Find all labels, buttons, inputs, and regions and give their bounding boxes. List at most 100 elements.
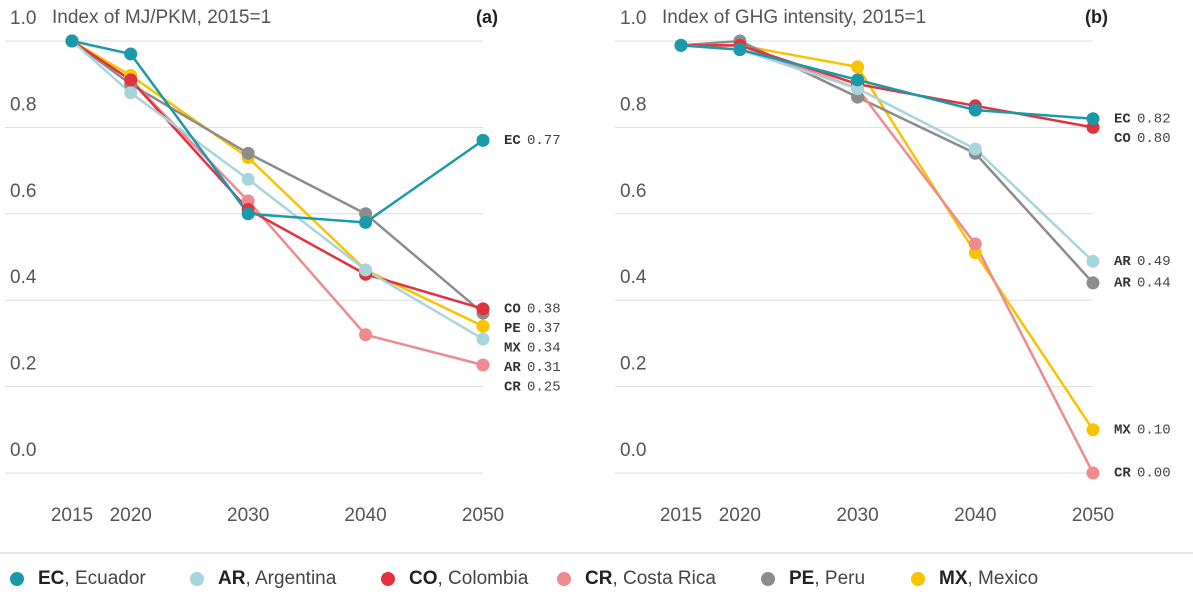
y-tick-label: 0.2 (10, 354, 36, 375)
end-label-value: 0.44 (1137, 276, 1171, 292)
end-label-code: MX (504, 341, 521, 357)
legend-name: , Ecuador (64, 568, 146, 589)
panel-label: (a) (476, 7, 498, 27)
legend-code: AR (218, 568, 246, 589)
end-label-value: 0.80 (1137, 131, 1171, 147)
series-line (680, 44, 1094, 263)
x-tick-label: 2015 (660, 505, 702, 526)
end-label-code: EC (1114, 111, 1131, 127)
legend-name: , Colombia (438, 568, 529, 589)
x-tick-label: 2040 (954, 505, 996, 526)
data-point (476, 133, 490, 147)
legend-name: , Peru (814, 568, 865, 589)
data-point (124, 47, 138, 61)
legend-name: , Mexico (968, 568, 1039, 589)
end-label-code: CR (504, 380, 521, 396)
data-point (476, 332, 490, 346)
legend-marker (761, 572, 775, 586)
data-point (851, 73, 865, 87)
data-point (241, 146, 255, 160)
legend-code: MX (939, 568, 968, 589)
legend-code: PE (789, 568, 814, 589)
end-label-value: 0.37 (527, 321, 561, 337)
data-point (1086, 112, 1100, 126)
y-tick-label: 1.0 (10, 8, 36, 29)
data-point (1086, 276, 1100, 290)
series-line (681, 44, 1095, 474)
data-point (968, 237, 982, 251)
end-label-value: 0.31 (527, 360, 561, 376)
x-tick-label: 2030 (836, 505, 878, 526)
legend-code: CR (585, 568, 613, 589)
y-tick-label: 0.6 (10, 181, 36, 202)
y-tick-label: 0.0 (10, 440, 36, 461)
series-line (680, 39, 1094, 284)
x-tick-label: 2015 (51, 505, 93, 526)
end-label-value: 0.77 (527, 133, 561, 149)
x-tick-label: 2050 (1072, 505, 1114, 526)
data-point (241, 207, 255, 221)
data-point (124, 86, 138, 100)
y-tick-label: 0.4 (10, 267, 37, 288)
end-label-code: CO (504, 302, 521, 318)
end-label-value: 0.25 (527, 380, 561, 396)
data-point (674, 38, 688, 52)
series-line (71, 39, 484, 224)
data-point (476, 358, 490, 372)
data-point (851, 60, 865, 74)
data-point (476, 319, 490, 333)
data-point (968, 142, 982, 156)
legend-marker (10, 572, 24, 586)
x-tick-label: 2030 (227, 505, 269, 526)
end-label-code: CR (1114, 466, 1131, 482)
end-label-code: EC (504, 133, 521, 149)
y-tick-label: 0.2 (620, 354, 646, 375)
legend-name: , Costa Rica (612, 568, 716, 589)
end-label-value: 0.10 (1137, 423, 1171, 439)
legend-marker (557, 572, 571, 586)
data-point (359, 328, 373, 342)
legend-marker (381, 572, 395, 586)
chart-title: Index of GHG intensity, 2015=1 (662, 7, 926, 28)
end-label-value: 0.38 (527, 302, 561, 318)
x-tick-label: 2040 (344, 505, 386, 526)
data-point (476, 302, 490, 316)
end-label-code: PE (504, 321, 521, 337)
end-label-value: 0.49 (1137, 254, 1171, 270)
data-point (733, 43, 747, 57)
data-point (359, 263, 373, 277)
legend-marker (911, 572, 925, 586)
y-tick-label: 1.0 (620, 8, 646, 29)
panel-label: (b) (1085, 7, 1108, 27)
legend-code: EC (38, 568, 65, 589)
y-tick-label: 0.4 (620, 267, 647, 288)
y-tick-label: 0.6 (620, 181, 646, 202)
chart-title: Index of MJ/PKM, 2015=1 (52, 7, 271, 28)
data-point (241, 172, 255, 186)
data-point (1086, 466, 1100, 480)
end-label-code: CO (1114, 131, 1131, 147)
data-point (1086, 254, 1100, 268)
data-point (1086, 423, 1100, 437)
x-tick-label: 2050 (462, 505, 504, 526)
data-point (124, 73, 138, 87)
end-label-code: AR (1114, 276, 1131, 292)
y-tick-label: 0.8 (620, 94, 646, 115)
data-point (359, 215, 373, 229)
end-label-code: MX (1114, 423, 1131, 439)
legend-code: CO (409, 568, 438, 589)
data-point (65, 34, 79, 48)
x-tick-label: 2020 (719, 505, 761, 526)
end-label-code: AR (504, 360, 521, 376)
x-tick-label: 2020 (110, 505, 152, 526)
end-label-value: 0.34 (527, 341, 561, 357)
series-line (680, 44, 1094, 121)
end-label-value: 0.00 (1137, 466, 1171, 482)
legend-marker (190, 572, 204, 586)
data-point (968, 103, 982, 117)
y-tick-label: 0.0 (620, 440, 646, 461)
end-label-value: 0.82 (1137, 111, 1171, 127)
end-label-code: AR (1114, 254, 1131, 270)
legend-name: , Argentina (245, 568, 336, 589)
